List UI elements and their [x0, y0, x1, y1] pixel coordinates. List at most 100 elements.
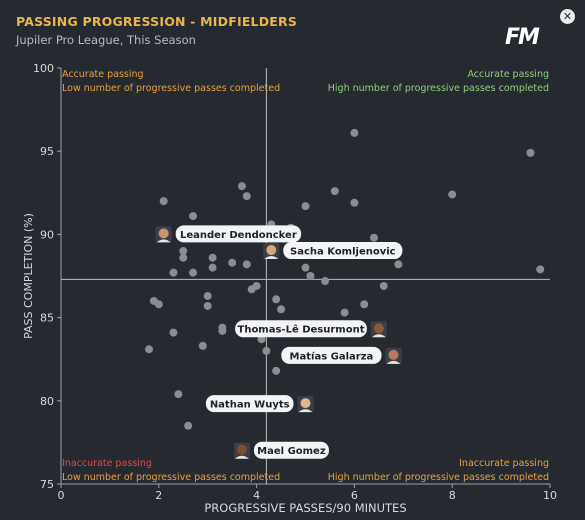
player-label-pill — [281, 346, 382, 364]
data-point — [448, 190, 457, 199]
close-button[interactable]: ✕ — [560, 9, 575, 24]
y-tick-label: 80 — [40, 395, 54, 408]
data-point — [228, 258, 237, 267]
y-tick-label: 85 — [40, 312, 54, 325]
x-tick-label: 4 — [253, 489, 260, 502]
player-face — [300, 398, 311, 409]
data-point — [198, 341, 207, 350]
data-point — [262, 346, 271, 355]
y-tick-label: 100 — [33, 62, 54, 75]
player-face — [158, 228, 169, 239]
highlighted-player: Mael Gomez — [233, 441, 329, 459]
data-point — [394, 260, 403, 269]
data-point — [340, 308, 349, 317]
data-point — [242, 260, 251, 269]
player-shirt — [298, 409, 313, 413]
highlighted-player: Thomas-Lê Desurmont — [235, 320, 387, 338]
player-name-label: Leander Dendoncker — [180, 230, 297, 241]
data-point — [379, 281, 388, 290]
data-point — [159, 197, 168, 206]
player-name-label: Mael Gomez — [257, 446, 326, 457]
data-point — [526, 148, 535, 157]
quadrant-labels: Accurate passing Low number of progressiv… — [62, 69, 549, 483]
data-point — [169, 328, 178, 337]
x-axis-title: PROGRESSIVE PASSES/90 MINUTES — [204, 501, 406, 515]
points-group — [145, 128, 545, 430]
player-name-label: Sacha Komljenovic — [290, 247, 396, 258]
quadrant-top-right-line1: Accurate passing — [467, 69, 549, 80]
x-tick-label: 2 — [155, 489, 162, 502]
data-point — [189, 212, 198, 221]
data-point — [208, 263, 217, 272]
data-point — [301, 202, 310, 211]
data-point — [369, 233, 378, 242]
player-shirt — [234, 455, 249, 459]
quadrant-bottom-right-line2: High number of progressive passes comple… — [328, 472, 549, 483]
axis-titles: PROGRESSIVE PASSES/90 MINUTES PASS COMPLE… — [22, 213, 407, 515]
data-point — [169, 268, 178, 277]
player-name-label: Nathan Wuyts — [210, 400, 290, 411]
player-face — [388, 349, 399, 360]
data-point — [242, 192, 251, 201]
player-shirt — [386, 360, 401, 364]
data-point — [272, 366, 281, 375]
x-tick-label: 6 — [351, 489, 358, 502]
data-point — [350, 128, 359, 137]
highlighted-player: Sacha Komljenovic — [263, 242, 403, 260]
data-point — [301, 263, 310, 272]
player-face — [373, 323, 384, 334]
quadrant-top-left-line1: Accurate passing — [62, 69, 144, 80]
data-point — [189, 268, 198, 277]
data-point — [350, 198, 359, 207]
player-shirt — [156, 239, 171, 243]
axes-group: 0 2 4 6 8 10 75 80 85 90 95 100 — [33, 62, 557, 502]
data-point — [321, 276, 330, 285]
data-point — [536, 265, 545, 274]
data-point — [184, 421, 193, 430]
player-face — [266, 245, 277, 256]
data-point — [208, 253, 217, 262]
player-label-pill — [205, 395, 294, 413]
data-point — [360, 300, 369, 309]
quadrant-top-left-line2: Low number of progressive passes complet… — [62, 83, 280, 94]
player-label-pill — [235, 320, 367, 338]
highlighted-player: Nathan Wuyts — [205, 395, 314, 413]
quadrant-bottom-right-line1: Inaccurate passing — [459, 458, 549, 469]
data-point — [272, 295, 281, 304]
y-axis-title: PASS COMPLETION (%) — [22, 213, 35, 339]
x-tick-label: 8 — [449, 489, 456, 502]
chart-subtitle: Jupiler Pro League, This Season — [16, 33, 196, 47]
highlighted-players: Leander Dendoncker Sacha Komljenovic Thoma… — [155, 225, 403, 459]
fm-logo: FM — [505, 25, 540, 50]
highlighted-player: Leander Dendoncker — [155, 225, 302, 243]
player-label-pill — [283, 242, 403, 260]
y-tick-label: 95 — [40, 145, 54, 158]
y-tick-label: 75 — [40, 478, 54, 491]
data-point — [174, 390, 183, 399]
data-point — [154, 300, 163, 309]
player-name-label: Thomas-Lê Desurmont — [238, 324, 365, 336]
data-point — [145, 345, 154, 354]
chart-title: PASSING PROGRESSION - MIDFIELDERS — [16, 14, 298, 29]
data-point — [179, 253, 188, 262]
highlighted-player: Matías Galarza — [281, 346, 402, 364]
player-face — [236, 444, 247, 455]
player-name-label: Matías Galarza — [290, 350, 374, 362]
data-point — [179, 247, 188, 256]
player-label-pill — [175, 225, 302, 243]
data-point — [203, 291, 212, 300]
x-tick-label: 0 — [58, 489, 65, 502]
data-point — [330, 187, 339, 196]
data-point — [277, 305, 286, 314]
data-point — [237, 182, 246, 191]
data-point — [247, 285, 256, 294]
data-point — [306, 272, 315, 280]
quadrant-bottom-left-line2: Low number of progressive passes complet… — [62, 472, 280, 483]
player-shirt — [371, 334, 386, 338]
y-tick-label: 90 — [40, 228, 54, 241]
player-label-pill — [253, 441, 329, 459]
data-point — [218, 326, 227, 335]
data-point — [203, 301, 212, 310]
x-tick-label: 10 — [543, 489, 557, 502]
